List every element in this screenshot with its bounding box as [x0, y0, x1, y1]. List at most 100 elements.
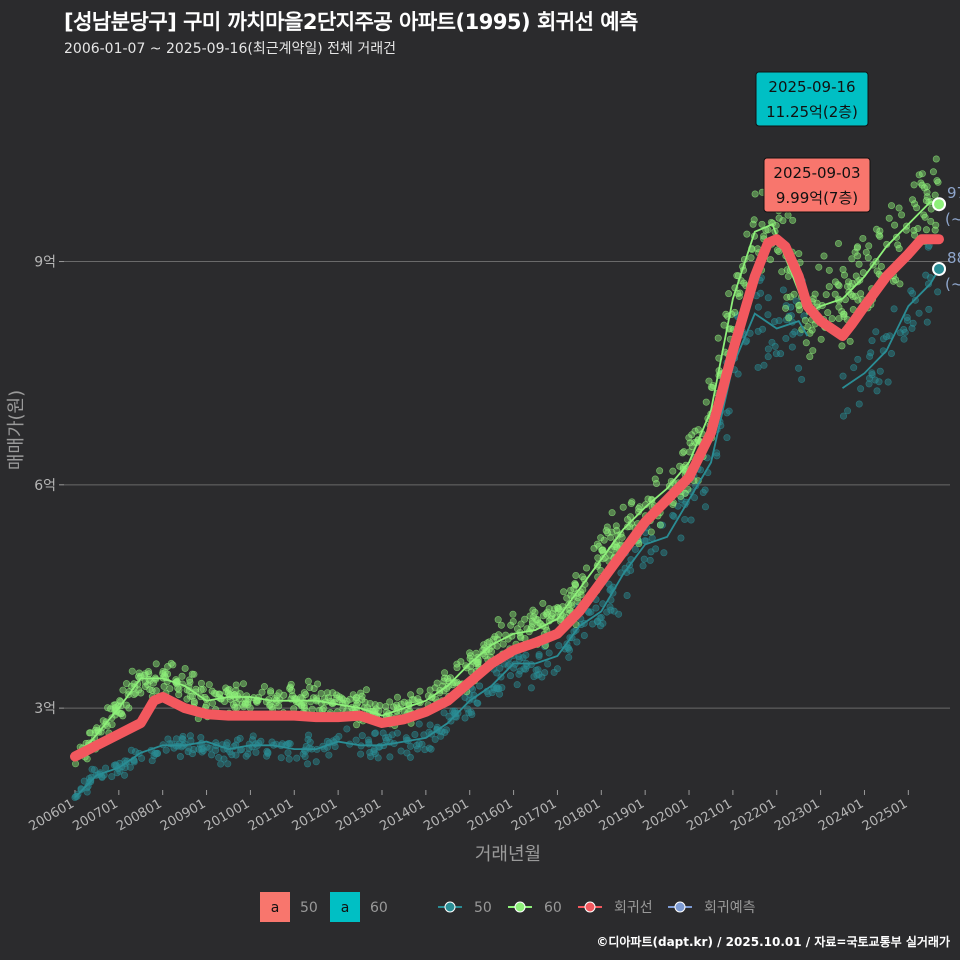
scatter-point [731, 308, 739, 316]
scatter-point [570, 585, 578, 593]
legend: a 50 a 60 50 60 회귀선 회귀예측 [260, 892, 756, 922]
scatter-point [764, 311, 772, 319]
scatter-point [244, 700, 252, 708]
scatter-point [911, 200, 919, 208]
scatter-point [453, 664, 461, 672]
scatter-point [366, 699, 374, 707]
scatter-point [495, 631, 503, 639]
scatter-point [426, 686, 434, 694]
scatter-point [825, 266, 833, 274]
scatter-point [701, 503, 709, 511]
scatter-point [260, 683, 268, 691]
scatter-point [680, 448, 688, 456]
scatter-point [507, 621, 515, 629]
scatter-point [771, 318, 779, 326]
scatter-point [789, 216, 797, 224]
legend-fill-label: 60 [370, 900, 388, 916]
scatter-point [784, 272, 792, 280]
y-tick-label: 3억 [34, 701, 56, 717]
scatter-point [285, 755, 293, 763]
scatter-point [688, 431, 696, 439]
scatter-point [555, 642, 563, 650]
chart-subtitle: 2006-01-07 ~ 2025-09-16(최근계약일) 전체 거래건 [64, 41, 396, 57]
scatter-point [804, 323, 812, 331]
scatter-point [397, 747, 405, 755]
scatter-point [593, 540, 601, 548]
end-area-label: (~60㎡) [945, 210, 960, 228]
scatter-point [446, 674, 454, 682]
scatter-point [772, 350, 780, 358]
scatter-point [535, 651, 543, 659]
scatter-point [782, 335, 790, 343]
scatter-point [188, 750, 196, 758]
scatter-point [806, 353, 814, 361]
scatter-point [379, 729, 387, 737]
callout-date: 2025-09-16 [768, 78, 855, 96]
scatter-point [553, 665, 561, 673]
scatter-point [154, 749, 162, 757]
scatter-point [372, 705, 380, 713]
scatter-point [790, 290, 798, 298]
scatter-point [364, 736, 372, 744]
scatter-point [619, 503, 627, 511]
x-tick-label: 201301 [334, 796, 384, 834]
scatter-point [441, 669, 449, 677]
scatter-point [854, 355, 862, 363]
scatter-point [873, 267, 881, 275]
scatter-point [764, 353, 772, 361]
scatter-point [639, 562, 647, 570]
scatter-point [217, 760, 225, 768]
scatter-point [407, 742, 415, 750]
scatter-point [600, 536, 608, 544]
scatter-point [539, 612, 547, 620]
scatter-point [209, 699, 217, 707]
legend-fill-label: 50 [300, 900, 318, 916]
scatter-point [903, 313, 911, 321]
scatter-point [751, 190, 759, 198]
scatter-point [131, 748, 139, 756]
scatter-point [764, 345, 772, 353]
scatter-point [441, 728, 449, 736]
scatter-point [848, 255, 856, 263]
scatter-point [651, 475, 659, 483]
end-area-label: (~50㎡) [945, 275, 960, 293]
scatter-point [515, 670, 523, 678]
scatter-point [876, 227, 884, 235]
scatter-point [463, 664, 471, 672]
scatter-point [175, 691, 183, 699]
x-tick-label: 202501 [860, 796, 910, 834]
scatter-point [725, 290, 733, 298]
callout-date: 2025-09-03 [773, 164, 860, 182]
scatter-point [122, 701, 130, 709]
scatter-point [408, 696, 416, 704]
scatter-point [834, 240, 842, 248]
scatter-point [876, 232, 884, 240]
scatter-point [90, 766, 98, 774]
x-tick-label: 201101 [246, 796, 296, 834]
scatter-point [190, 698, 198, 706]
legend-line-marker [674, 901, 686, 913]
scatter-point [815, 263, 823, 271]
scatter-point [809, 347, 817, 355]
legend-fill-swatch [260, 892, 290, 922]
scatter-point [233, 736, 241, 744]
scatter-point [298, 701, 306, 709]
scatter-point [172, 735, 180, 743]
scatter-point [144, 668, 152, 676]
scatter-point [828, 315, 836, 323]
scatter-point [796, 329, 804, 337]
scatter-point [80, 777, 88, 785]
scatter-point [923, 318, 931, 326]
scatter-point [308, 705, 316, 713]
x-tick-label: 201801 [553, 796, 603, 834]
series-line-50 [74, 268, 940, 799]
y-tick-label: 9억 [34, 255, 56, 271]
scatter-point [497, 621, 505, 629]
scatter-point [304, 760, 312, 768]
scatter-point [840, 412, 848, 420]
scatter-point [787, 303, 795, 311]
x-tick-label: 200701 [70, 796, 120, 834]
scatter-point [859, 234, 867, 242]
scatter-point [656, 467, 664, 475]
scatter-point [527, 684, 535, 692]
